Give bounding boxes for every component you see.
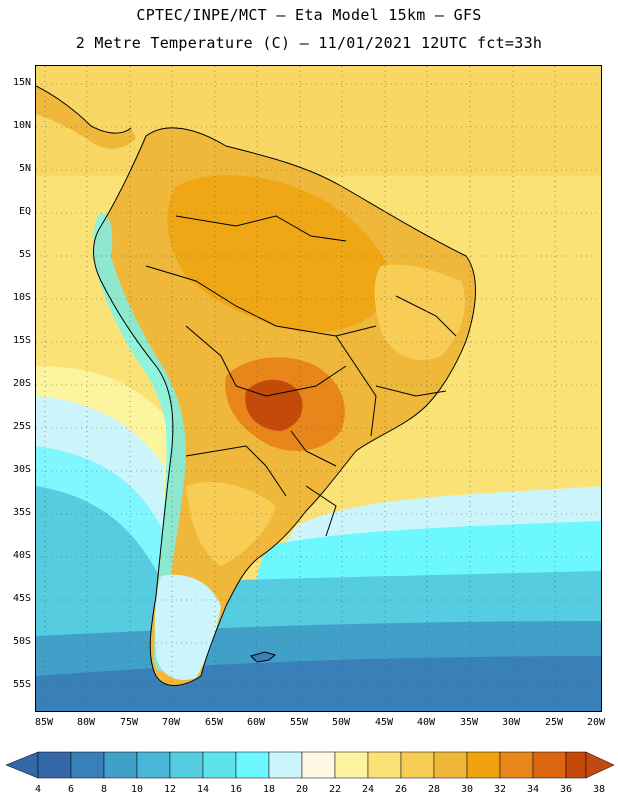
lat-label-5n: 5N [18,163,31,174]
lat-label-45s: 45S [12,593,31,604]
lat-label-50s: 50S [12,636,31,647]
colorbar-swatch [367,751,402,779]
colorbar-tick: 16 [229,784,243,795]
lat-label-25s: 25S [12,421,31,432]
lon-label-55w: 55W [289,717,309,728]
lat-label-eq: EQ [18,206,31,217]
colorbar-swatch [37,751,72,779]
lon-label-25w: 25W [544,717,564,728]
lon-label-80w: 80W [76,717,96,728]
lat-label-10s: 10S [12,292,31,303]
lat-label-5s: 5S [18,249,31,260]
lon-label-30w: 30W [501,717,521,728]
southern-cone-region [186,482,276,566]
temperature-colorbar [5,751,615,779]
lat-label-15s: 15S [12,335,31,346]
lat-label-30s: 30S [12,464,31,475]
colorbar-tick: 10 [130,784,144,795]
lon-label-40w: 40W [416,717,436,728]
country-borders [36,85,476,686]
colorbar-low-arrow [5,751,39,779]
lon-label-45w: 45W [374,717,394,728]
colorbar-swatch [70,751,105,779]
colorbar-tick: 4 [34,784,42,795]
caribbean-warm-band [36,66,601,176]
lon-label-75w: 75W [119,717,139,728]
colorbar-tick: 14 [196,784,210,795]
colorbar-swatch [169,751,204,779]
colorbar-high-arrow [585,751,615,779]
colorbar-tick: 26 [394,784,408,795]
lat-label-35s: 35S [12,507,31,518]
colorbar-tick: 20 [295,784,309,795]
chaco-hotspot [245,379,303,431]
colorbar-tick: 28 [427,784,441,795]
colorbar-swatch [433,751,468,779]
colorbar-swatch [136,751,171,779]
colorbar-tick: 6 [67,784,75,795]
colorbar-swatch [565,751,587,779]
amazon-warm-region [167,175,396,333]
patagonia-cool-region [154,574,221,680]
colorbar-swatch [466,751,501,779]
lat-label-15n: 15N [12,77,31,88]
lon-label-65w: 65W [204,717,224,728]
lon-label-20w: 20W [586,717,606,728]
lon-label-85w: 85W [34,717,54,728]
andes-cold-strip [93,213,186,672]
chart-title-line1: CPTEC/INPE/MCT – Eta Model 15km – GFS [136,6,482,24]
lon-label-50w: 50W [331,717,351,728]
lon-label-35w: 35W [459,717,479,728]
colorbar-tick: 38 [592,784,606,795]
map-canvas [36,66,601,711]
colorbar-tick: 12 [163,784,177,795]
lat-label-55s: 55S [12,679,31,690]
northeast-brazil-region [374,264,465,360]
colorbar-tick: 24 [361,784,375,795]
lon-label-60w: 60W [246,717,266,728]
colorbar-swatch [202,751,237,779]
chart-title-line2: 2 Metre Temperature (C) – 11/01/2021 12U… [75,34,543,52]
lat-label-40s: 40S [12,550,31,561]
lon-label-70w: 70W [161,717,181,728]
colorbar-tick: 32 [493,784,507,795]
colorbar-swatch [499,751,534,779]
lat-label-10n: 10N [12,120,31,131]
colorbar-swatch [268,751,303,779]
colorbar-tick: 36 [559,784,573,795]
colorbar-tick: 22 [328,784,342,795]
colorbar-swatch [235,751,270,779]
colorbar-swatch [334,751,369,779]
colorbar-swatch [103,751,138,779]
colorbar-tick: 30 [460,784,474,795]
colorbar-tick: 18 [262,784,276,795]
colorbar-tick: 34 [526,784,540,795]
colorbar-tick: 8 [100,784,108,795]
temperature-map [35,65,602,712]
colorbar-swatch [301,751,336,779]
colorbar-swatch [532,751,567,779]
lat-label-20s: 20S [12,378,31,389]
colorbar-swatch [400,751,435,779]
